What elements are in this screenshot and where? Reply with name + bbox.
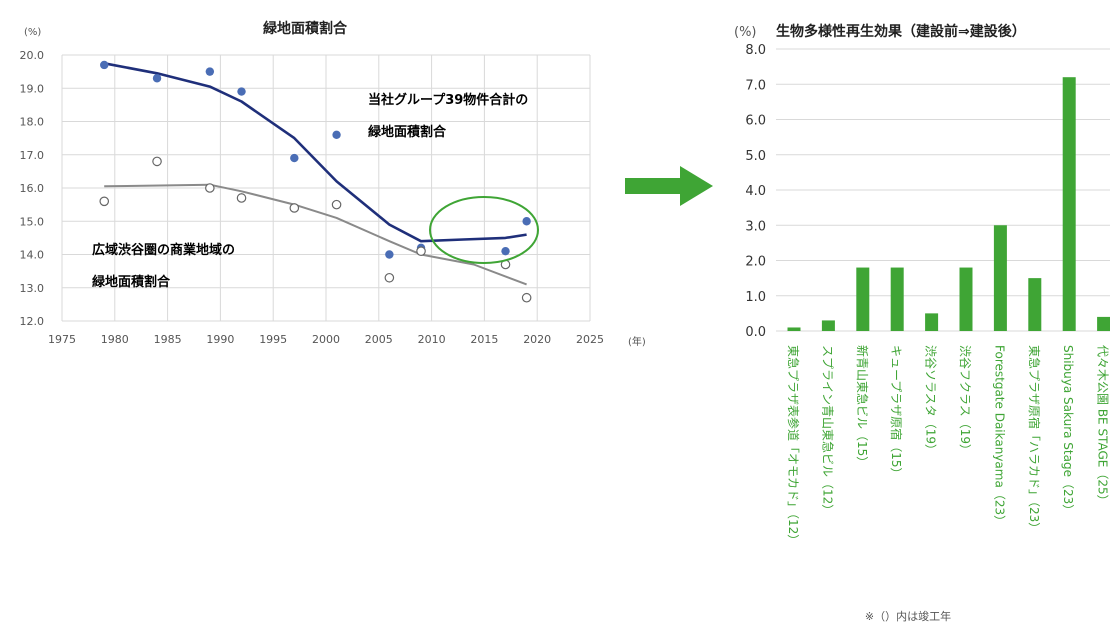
blue-data-point: [100, 60, 109, 70]
gray-data-point: [205, 183, 215, 193]
right-y-unit: (%): [734, 25, 757, 40]
left-x-tick: 2005: [365, 333, 393, 346]
gray-data-point: [416, 246, 426, 256]
left-x-tick: 1990: [206, 333, 234, 346]
bar: [959, 267, 973, 331]
left-y-tick: 15.0: [20, 215, 45, 228]
bar: [856, 267, 870, 331]
category-label: 渋谷ソラスタ（19）: [924, 345, 938, 456]
left-x-tick: 2025: [576, 333, 604, 346]
right-tick-labels: 0.0 1.0 2.0 3.0 4.0 5.0 6.0 7.0 8.0: [745, 43, 766, 340]
blue-data-point: [522, 217, 531, 226]
blue-data-point: [205, 67, 215, 76]
left-y-tick: 16.0: [20, 182, 45, 195]
left-y-tick: 18.0: [20, 116, 45, 129]
left-data-points: [99, 60, 532, 303]
right-y-tick: 4.0: [745, 184, 766, 199]
left-x-tick: 2010: [418, 333, 446, 346]
left-chart-title: 緑地面積割合: [263, 20, 348, 37]
left-y-tick: 17.0: [20, 149, 45, 162]
left-y-tick: 12.0: [20, 315, 45, 328]
gray-data-point: [289, 203, 300, 213]
blue-series-label-line1: 当社グループ39物件合計の: [368, 92, 528, 108]
right-y-tick: 2.0: [745, 255, 766, 270]
left-x-tick: 1975: [48, 333, 76, 346]
gray-data-point: [152, 156, 162, 167]
right-arrow-icon: [625, 166, 713, 206]
bar: [787, 327, 801, 331]
left-x-tick: 1980: [101, 333, 129, 346]
right-y-tick: 6.0: [745, 114, 766, 129]
category-label: キュープラザ原宿（15）: [889, 345, 904, 480]
category-label: スプライン青山東急ビル（12）: [820, 345, 835, 516]
gray-data-point: [236, 193, 247, 203]
bar: [993, 225, 1007, 331]
bar: [1028, 278, 1042, 331]
right-y-tick: 1.0: [745, 290, 766, 305]
right-category-labels: 東急プラザ表参道「オモカド」（12） スプライン青山東急ビル（12） 新青山東急ビル…: [786, 345, 1110, 546]
right-chart-title: 生物多様性再生効果（建設前⇒建設後）: [776, 23, 1026, 40]
left-y-tick: 20.0: [20, 49, 45, 62]
left-x-tick: 2000: [312, 333, 340, 346]
bar: [1062, 77, 1076, 331]
right-y-tick: 7.0: [745, 78, 766, 93]
right-bars: [787, 77, 1110, 331]
category-label: 代々木公園 BE STAGE（25）: [1096, 345, 1110, 507]
gray-trend-line: [104, 183, 527, 286]
left-trend-lines: [103, 62, 527, 286]
category-label: Shibuya Sakura Stage（23）: [1061, 345, 1075, 516]
blue-trend-line: [103, 62, 527, 243]
left-y-tick: 13.0: [20, 282, 45, 295]
blue-series-label-line2: 緑地面積割合: [368, 124, 447, 140]
blue-data-point: [237, 87, 246, 96]
gray-data-point: [331, 199, 342, 210]
gray-series-label-line1: 広域渋谷圏の商業地域の: [92, 242, 235, 258]
category-label: Forestgate Daikanyama（23）: [992, 345, 1006, 527]
bar: [1097, 316, 1110, 331]
blue-data-point: [385, 250, 394, 259]
left-x-tick: 2020: [523, 333, 551, 346]
left-tick-labels: 1975 1980 1985 1990 1995 2000 2005 2010 2015 2020…: [20, 49, 605, 346]
highlight-ellipse: [429, 196, 539, 264]
bar: [821, 320, 835, 331]
right-y-tick: 3.0: [745, 219, 766, 234]
gray-data-point: [384, 272, 395, 283]
blue-data-point: [332, 130, 341, 139]
left-y-tick: 19.0: [20, 82, 45, 95]
gray-data-point: [521, 292, 532, 303]
right-footnote: ※（）内は竣工年: [865, 609, 951, 623]
right-y-tick: 5.0: [745, 149, 766, 164]
right-y-tick: 8.0: [745, 43, 766, 58]
bar: [925, 313, 939, 331]
left-x-tick: 2015: [470, 333, 498, 346]
blue-data-point: [152, 74, 162, 83]
biodiversity-chart: (%) 生物多様性再生効果（建設前⇒建設後） 0.0 1.0 2.0 3.0 4.0 5.…: [734, 23, 1110, 623]
left-x-tick: 1985: [154, 333, 182, 346]
gray-series-label-line2: 緑地面積割合: [92, 274, 171, 290]
blue-data-point: [290, 153, 299, 163]
blue-data-point: [501, 246, 510, 256]
left-grid: [61, 54, 591, 322]
gray-data-point: [99, 196, 110, 207]
green-area-ratio-chart: 緑地面積割合 (%) (年) 1975 1980 1985 1990 1995 2000 2…: [20, 20, 646, 348]
left-x-unit: (年): [628, 335, 646, 348]
left-x-tick: 1995: [259, 333, 287, 346]
right-y-tick: 0.0: [745, 325, 766, 340]
category-label: 東急プラザ表参道「オモカド」（12）: [786, 345, 801, 546]
category-label: 東急プラザ原宿「ハラカド」（23）: [1027, 345, 1042, 534]
right-grid: [776, 48, 1110, 332]
bar: [890, 267, 904, 331]
left-y-unit: (%): [24, 27, 41, 38]
category-label: 渋谷フクラス（19）: [958, 345, 972, 456]
category-label: 新青山東急ビル（15）: [855, 345, 870, 468]
left-y-tick: 14.0: [20, 249, 45, 262]
